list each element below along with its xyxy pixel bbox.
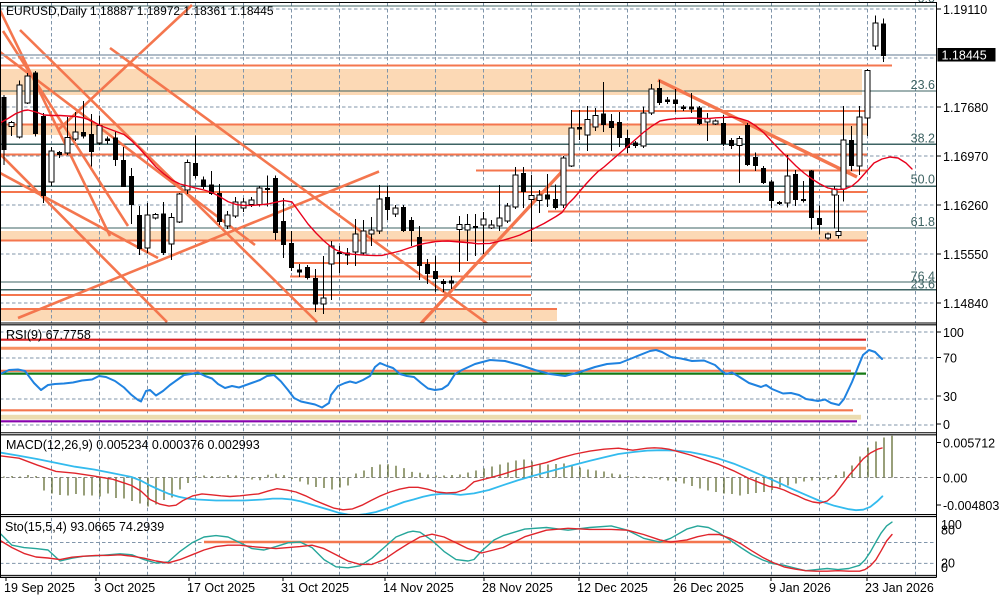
svg-text:38.2: 38.2 bbox=[911, 132, 935, 146]
svg-text:30: 30 bbox=[943, 390, 957, 404]
svg-text:9 Jan 2026: 9 Jan 2026 bbox=[769, 581, 831, 595]
svg-text:MACD(12,26,9) 0.005234 0.00037: MACD(12,26,9) 0.005234 0.000376 0.002993 bbox=[6, 438, 260, 452]
svg-text:19 Sep 2025: 19 Sep 2025 bbox=[4, 581, 75, 595]
svg-text:61.8: 61.8 bbox=[911, 215, 935, 229]
svg-text:1.16260: 1.16260 bbox=[943, 199, 988, 213]
svg-text:50.0: 50.0 bbox=[911, 173, 935, 187]
svg-text:1.18445: 1.18445 bbox=[942, 49, 987, 63]
svg-text:12 Dec 2025: 12 Dec 2025 bbox=[577, 581, 648, 595]
svg-text:0: 0 bbox=[943, 418, 950, 432]
svg-text:20: 20 bbox=[941, 556, 955, 570]
svg-text:1.19110: 1.19110 bbox=[943, 3, 987, 17]
svg-text:17 Oct 2025: 17 Oct 2025 bbox=[187, 581, 255, 595]
svg-text:0.00: 0.00 bbox=[943, 471, 967, 485]
svg-text:RSI(9) 67.7758: RSI(9) 67.7758 bbox=[6, 328, 91, 342]
svg-text:23 Jan 2026: 23 Jan 2026 bbox=[865, 581, 934, 595]
svg-text:Sto(15,5,4) 93.0665 74.2939: Sto(15,5,4) 93.0665 74.2939 bbox=[5, 520, 164, 534]
svg-text:26 Dec 2025: 26 Dec 2025 bbox=[673, 581, 744, 595]
svg-text:70: 70 bbox=[943, 351, 957, 365]
svg-text:23.6: 23.6 bbox=[911, 78, 935, 92]
svg-text:100: 100 bbox=[943, 326, 964, 340]
svg-text:23.6: 23.6 bbox=[911, 278, 935, 292]
svg-text:80: 80 bbox=[941, 523, 955, 537]
svg-text:100: 100 bbox=[941, 518, 962, 532]
svg-text:1.16970: 1.16970 bbox=[943, 150, 988, 164]
svg-text:3 Oct 2025: 3 Oct 2025 bbox=[94, 581, 155, 595]
svg-text:1.17680: 1.17680 bbox=[943, 101, 988, 115]
svg-text:1.15550: 1.15550 bbox=[943, 248, 988, 262]
svg-text:0.005712: 0.005712 bbox=[943, 436, 995, 450]
svg-text:1.14840: 1.14840 bbox=[943, 297, 988, 311]
svg-text:28 Nov 2025: 28 Nov 2025 bbox=[482, 581, 553, 595]
svg-text:EURUSD,Daily 1.18887 1.18972: EURUSD,Daily 1.18887 1.18972 1.18361 1.1… bbox=[6, 4, 274, 18]
svg-text:76.4: 76.4 bbox=[911, 270, 935, 284]
svg-text:14 Nov 2025: 14 Nov 2025 bbox=[383, 581, 454, 595]
svg-text:0: 0 bbox=[941, 561, 948, 575]
svg-text:-0.004803: -0.004803 bbox=[943, 499, 999, 513]
svg-text:31 Oct 2025: 31 Oct 2025 bbox=[281, 581, 349, 595]
